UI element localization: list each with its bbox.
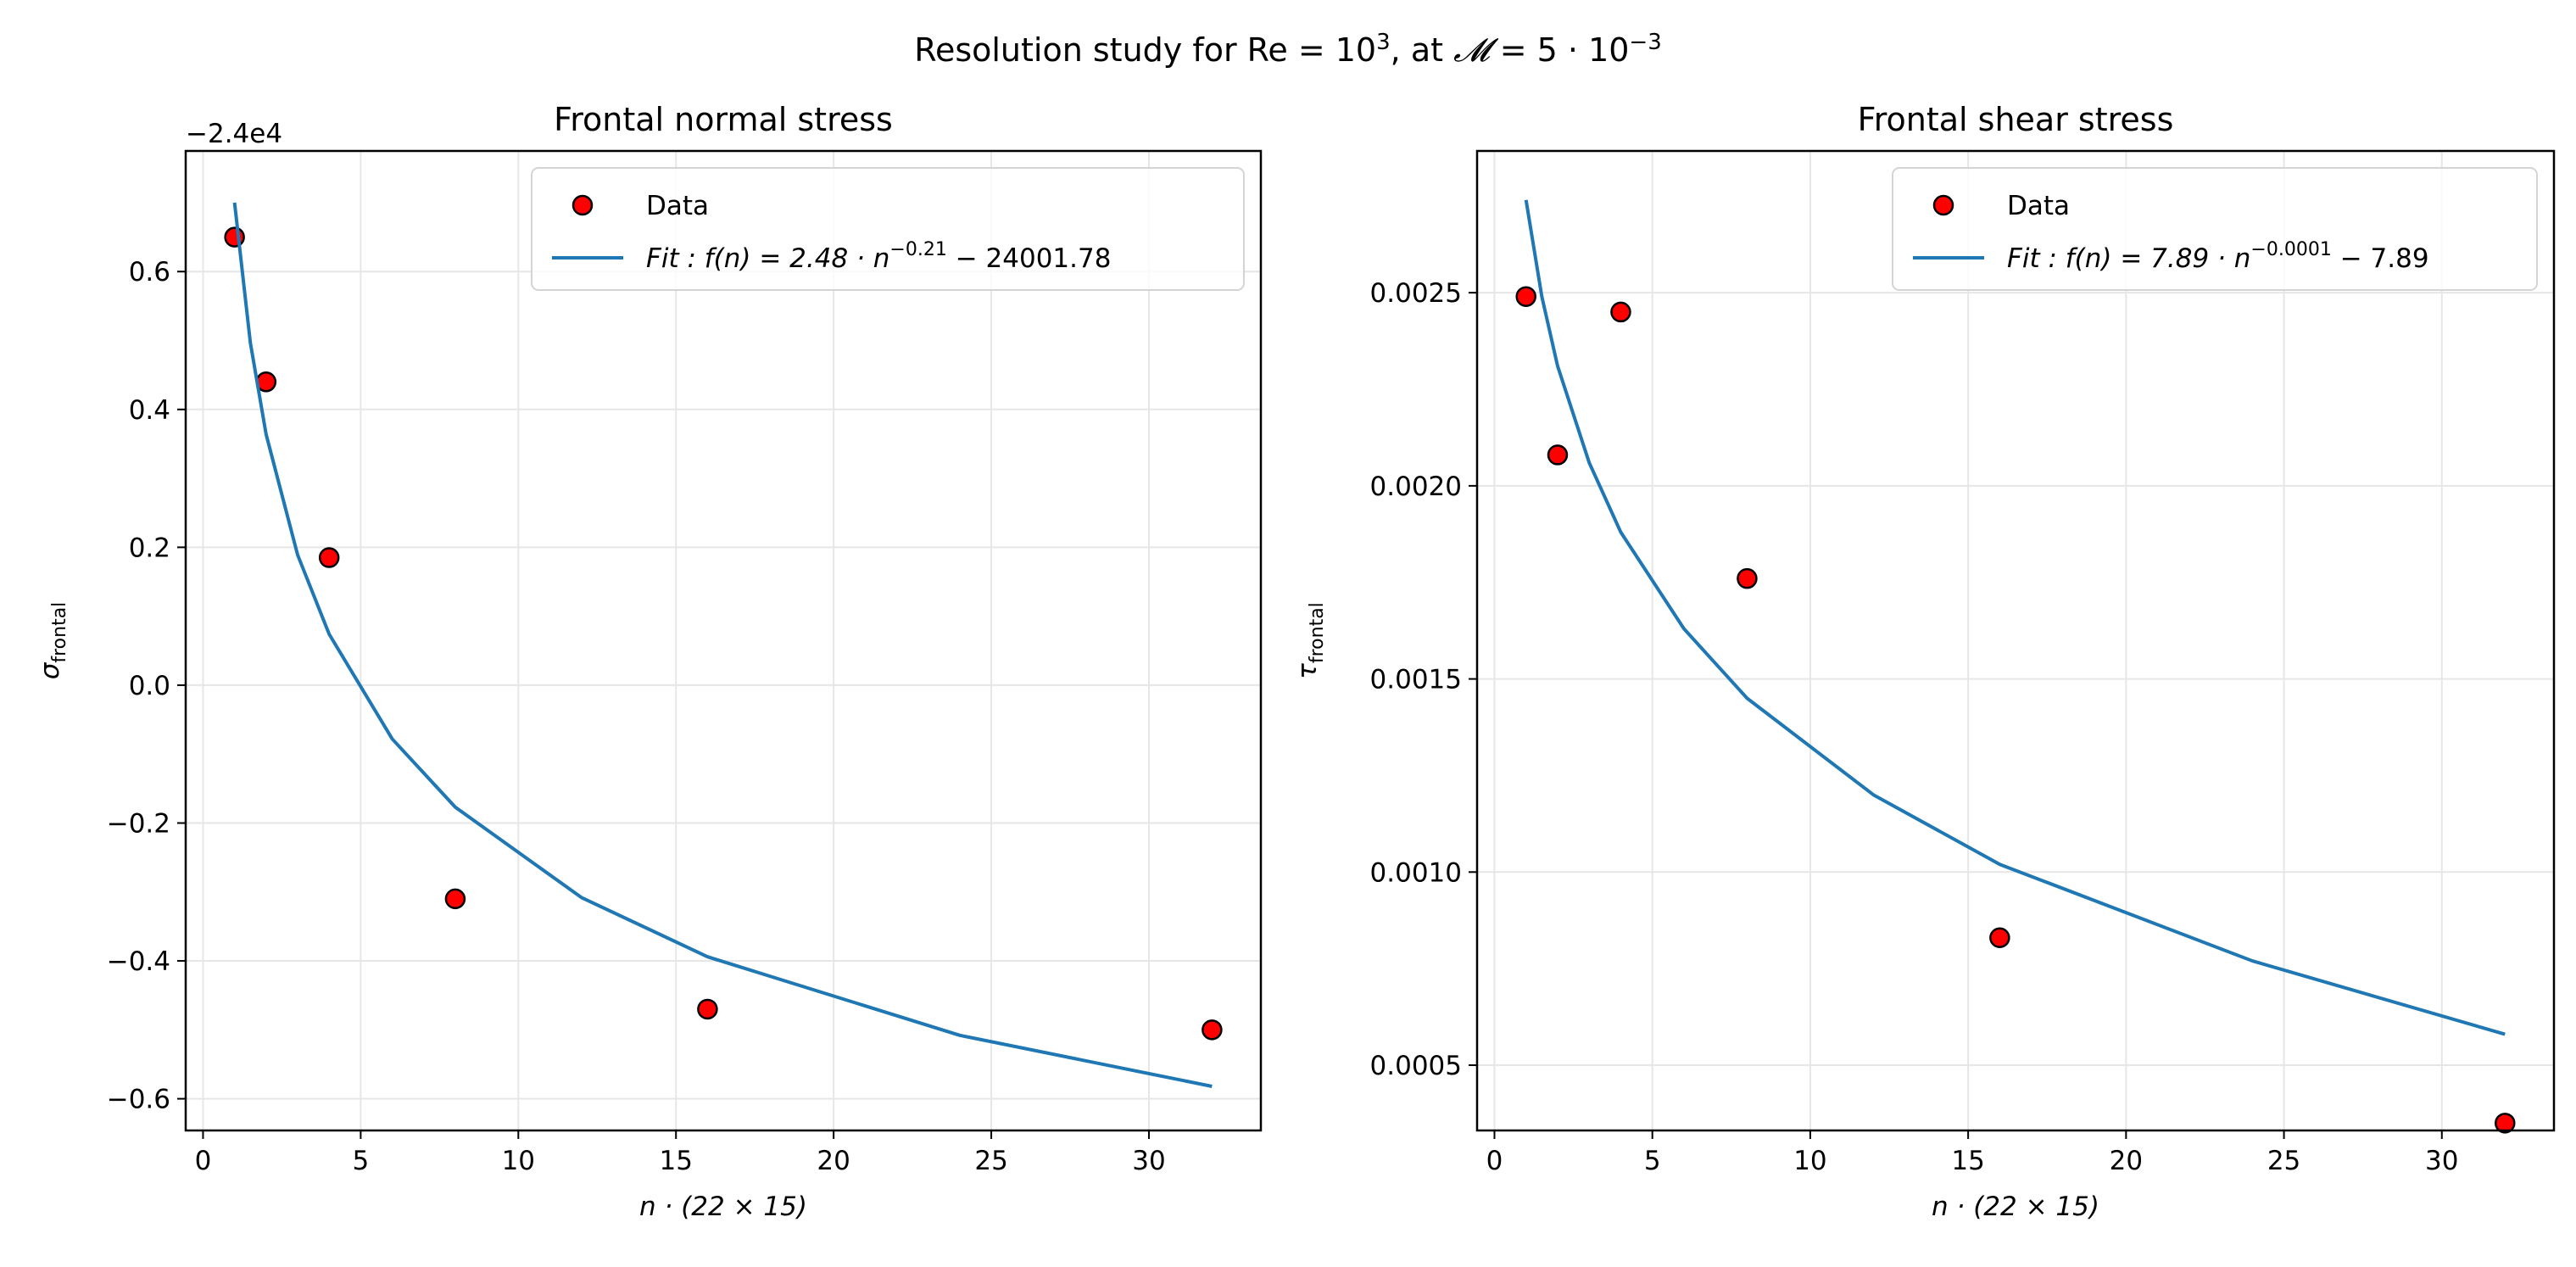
x-tick-label: 10	[502, 1146, 535, 1176]
y-tick-label: 0.4	[129, 395, 170, 426]
data-point	[224, 226, 245, 248]
y-axis-label: τfrontal	[1292, 602, 1328, 679]
legend-data-label: Data	[2007, 191, 2070, 221]
data-point	[697, 998, 718, 1020]
fit-exponent: −0.21	[889, 239, 946, 260]
y-label-symbol: τ	[1292, 663, 1323, 679]
x-tick-label: 30	[2425, 1146, 2458, 1176]
normal-stress-axes: 0 5 10 15 20 25 30 −0.6 −0.4 −0.2 0.0 0.2 0.4 0.6 Fron…	[35, 101, 1263, 1222]
x-tick-label: 10	[1793, 1146, 1826, 1176]
legend-box	[1892, 167, 2538, 291]
y-tick-label: 0.0005	[1370, 1051, 1462, 1081]
axes-title: Frontal shear stress	[1858, 101, 2174, 138]
data-point	[1610, 301, 1631, 323]
x-axis-label: n · (22 × 15)	[1932, 1192, 2099, 1222]
data-point	[1989, 927, 2010, 948]
legend-data-marker	[572, 194, 594, 216]
fit-exponent: −0.0001	[2250, 239, 2331, 260]
x-tick-label: 0	[1486, 1146, 1503, 1176]
fit-formula: Fit : f(n) = 2.48 · n	[646, 243, 889, 274]
data-point	[1547, 444, 1569, 466]
y-tick-label: 0.0025	[1370, 278, 1462, 309]
y-axis-label: σfrontal	[35, 602, 70, 680]
x-tick-label: 15	[659, 1146, 692, 1176]
data-point	[1737, 567, 1758, 589]
x-tick-label: 25	[2267, 1146, 2300, 1176]
x-tick-label: 5	[1644, 1146, 1661, 1176]
x-tick-label: 20	[2110, 1146, 2143, 1176]
x-tick-label: 25	[974, 1146, 1007, 1176]
axes-title: Frontal normal stress	[554, 101, 893, 138]
legend-data-marker	[1932, 194, 1954, 216]
axes-frame	[1475, 149, 2556, 1132]
y-tick-label: 0.0020	[1370, 472, 1462, 502]
legend-box	[531, 167, 1245, 291]
y-offset-text: −2.4e4	[186, 119, 282, 149]
legend-fit-label: Fit : f(n) = 7.89 · n−0.0001 − 7.89	[2007, 239, 2429, 274]
fit-formula: Fit : f(n) = 7.89 · n	[2007, 243, 2250, 274]
legend-fit-label: Fit : f(n) = 2.48 · n−0.21 − 24001.78	[646, 239, 1111, 274]
y-tick-label: 0.0010	[1370, 857, 1462, 888]
data-point	[2495, 1113, 2516, 1134]
legend: Data Fit : f(n) = 2.48 · n−0.21 − 24001.7…	[531, 167, 1245, 291]
fit-line	[1524, 199, 2506, 1036]
x-tick-label: 0	[195, 1146, 212, 1176]
data-point	[1515, 286, 1536, 307]
data-point	[1202, 1019, 1223, 1041]
y-tick-label: 0.2	[129, 533, 170, 563]
x-tick-label: 15	[1951, 1146, 1984, 1176]
y-tick-label: 0.0015	[1370, 665, 1462, 695]
fit-offset: − 24001.78	[947, 243, 1112, 274]
y-tick-label: 0.6	[129, 257, 170, 287]
legend-data-label: Data	[646, 191, 709, 221]
data-point	[318, 547, 340, 568]
x-tick-label: 20	[817, 1146, 850, 1176]
fit-offset: − 7.89	[2332, 243, 2429, 274]
data-point	[444, 888, 466, 910]
shear-stress-axes: 0 5 10 15 20 25 30 0.0005 0.0010 0.0015 0.0020 0.00…	[1292, 101, 2556, 1222]
figure-suptitle: Resolution study for Re = 103, at 𝓜 = 5 …	[914, 30, 1662, 69]
y-label-subscript: frontal	[49, 602, 70, 663]
x-tick-label: 30	[1132, 1146, 1165, 1176]
y-tick-label: −0.6	[107, 1085, 170, 1115]
y-tick-label: 0.0	[129, 671, 170, 701]
fit-line	[232, 202, 1213, 1088]
y-tick-label: −0.2	[107, 808, 170, 839]
y-label-subscript: frontal	[1307, 602, 1328, 663]
y-label-symbol: σ	[35, 661, 65, 679]
x-tick-label: 5	[353, 1146, 370, 1176]
axes-frame	[184, 149, 1263, 1132]
x-axis-label: n · (22 × 15)	[639, 1192, 807, 1222]
y-tick-label: −0.4	[107, 946, 170, 977]
legend: Data Fit : f(n) = 7.89 · n−0.0001 − 7.89	[1892, 167, 2538, 291]
